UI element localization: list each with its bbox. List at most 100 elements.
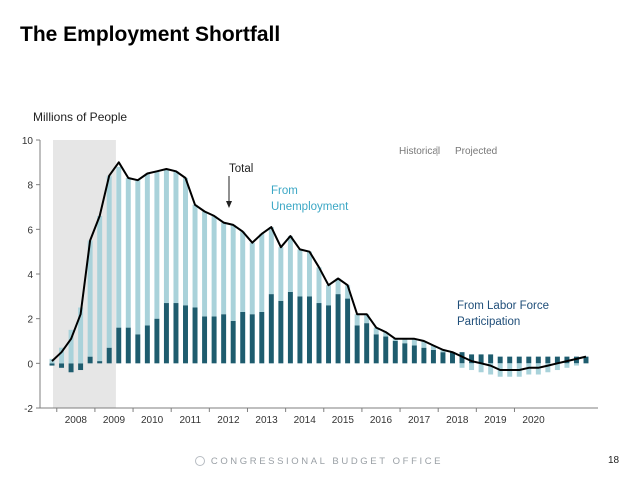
- participation-bar: [249, 314, 255, 364]
- page-number: 18: [608, 455, 620, 466]
- y-axis-label: Millions of People: [33, 110, 128, 124]
- y-tick-label: 10: [22, 136, 34, 147]
- unemployment-bar: [154, 171, 160, 319]
- unemployment-bar: [144, 173, 150, 326]
- total-line: [51, 161, 587, 371]
- participation-bar: [469, 354, 475, 364]
- unemployment-bar: [564, 363, 570, 368]
- unemployment-bar: [459, 363, 465, 368]
- participation-bar: [383, 336, 389, 364]
- unemployment-bar: [326, 285, 332, 306]
- x-tick-label: 2009: [103, 415, 126, 426]
- unemployment-bar: [192, 204, 198, 308]
- unemployment-label: Unemployment: [271, 201, 349, 213]
- participation-bar: [230, 320, 236, 364]
- unemployment-bar: [345, 285, 351, 299]
- participation-bar: [202, 316, 208, 364]
- participation-bar: [259, 311, 265, 364]
- cbo-logo-icon: [194, 456, 205, 466]
- x-tick-label: 2010: [141, 415, 164, 426]
- participation-bar: [583, 356, 589, 364]
- participation-bar: [192, 307, 198, 364]
- participation-bar: [240, 311, 246, 364]
- participation-bar: [459, 352, 465, 364]
- unemployment-bar: [421, 341, 427, 348]
- x-tick-label: 2012: [217, 415, 240, 426]
- participation-bar: [402, 343, 408, 364]
- participation-label: From Labor Force: [457, 300, 549, 312]
- participation-bar: [526, 356, 532, 364]
- participation-bar: [411, 345, 417, 364]
- participation-bar: [488, 354, 494, 364]
- participation-bar: [125, 327, 131, 364]
- participation-bar: [507, 356, 513, 364]
- unemployment-bar: [573, 363, 579, 366]
- participation-bar: [573, 356, 579, 364]
- participation-bar: [68, 363, 74, 373]
- participation-bar: [106, 347, 112, 364]
- participation-bar: [59, 363, 65, 368]
- participation-bar: [430, 349, 436, 364]
- unemployment-bar: [259, 233, 265, 312]
- x-tick-label: 2018: [446, 415, 469, 426]
- unemployment-bar: [268, 227, 274, 295]
- x-tick-label: 2016: [370, 415, 393, 426]
- participation-bar: [364, 323, 370, 364]
- participation-bar: [354, 325, 360, 364]
- unemployment-bar: [478, 363, 484, 373]
- unemployment-bar: [411, 338, 417, 346]
- unemployment-bar: [240, 231, 246, 312]
- participation-bar: [392, 341, 398, 364]
- x-tick-label: 2015: [332, 415, 355, 426]
- participation-bar: [497, 356, 503, 364]
- y-tick-label: -2: [24, 404, 33, 415]
- participation-bar: [211, 316, 217, 364]
- unemployment-bar: [125, 177, 131, 328]
- participation-bar: [373, 334, 379, 364]
- unemployment-bar: [364, 314, 370, 324]
- unemployment-bar: [545, 363, 551, 373]
- participation-bar: [545, 356, 551, 364]
- participation-bar: [116, 327, 122, 364]
- participation-bar: [87, 356, 93, 364]
- unemployment-bar: [59, 347, 65, 364]
- participation-bar: [221, 314, 227, 364]
- participation-bar: [135, 334, 141, 364]
- participation-bar: [440, 352, 446, 364]
- unemployment-bar: [135, 180, 141, 335]
- unemployment-bar: [183, 177, 188, 306]
- x-tick-label: 2020: [522, 415, 545, 426]
- participation-bar: [326, 305, 332, 364]
- unemployment-bar: [306, 251, 312, 297]
- x-tick-label: 2013: [255, 415, 278, 426]
- unemployment-bar: [354, 314, 360, 326]
- participation-bar: [154, 318, 160, 364]
- unemployment-bar: [78, 307, 84, 364]
- unemployment-bar: [211, 215, 217, 317]
- participation-bar: [268, 294, 274, 364]
- unemployment-bar: [230, 224, 236, 321]
- unemployment-bar: [430, 345, 436, 350]
- x-tick-label: 2011: [180, 415, 202, 426]
- x-tick-label: 2019: [484, 415, 507, 426]
- unemployment-bar: [202, 211, 208, 317]
- total-arrow-icon: [226, 201, 232, 208]
- participation-bar: [144, 325, 150, 364]
- x-tick-label: 2008: [65, 415, 88, 426]
- participation-bar: [316, 303, 322, 364]
- participation-bar: [78, 363, 84, 371]
- participation-bar: [535, 356, 541, 364]
- y-tick-label: 6: [27, 225, 33, 236]
- unemployment-bar: [87, 240, 93, 357]
- historical-label: Historical: [399, 146, 440, 157]
- participation-bar: [297, 296, 303, 364]
- participation-bar: [287, 291, 293, 364]
- footer-org: CONGRESSIONAL BUDGET OFFICE: [210, 456, 444, 467]
- unemployment-bar: [526, 363, 532, 375]
- unemployment-bar: [221, 222, 227, 315]
- participation-bar: [97, 361, 103, 364]
- unemployment-bar: [383, 332, 389, 337]
- x-tick-label: 2014: [294, 415, 317, 426]
- unemployment-bar: [402, 338, 408, 344]
